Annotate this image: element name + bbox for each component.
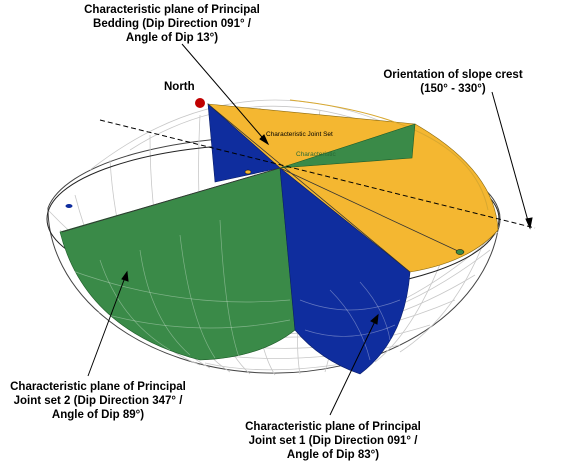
bedding-label-line-1: Characteristic plane of Principal: [84, 4, 260, 16]
slope-crest-label: Orientation of slope crest (150° - 330°): [360, 68, 546, 96]
joint1-label-line-3: Angle of Dip 83°): [286, 449, 380, 461]
slope-crest-line: [99, 119, 536, 229]
joint-set-1-upper: [207, 103, 281, 183]
pole-marker-centre: [244, 169, 252, 175]
bedding-plane-surface: [207, 103, 499, 273]
callout-arrows: [87, 43, 533, 416]
inner-bedding-label: Characteristic: [296, 151, 336, 158]
north-label: North: [164, 81, 195, 93]
pole-marker-east: [455, 249, 465, 255]
joint-set-2-label: Characteristic plane of Principal Joint …: [0, 380, 196, 422]
joint-set-2-upper: [279, 123, 416, 169]
lower-grid-overlay: [69, 219, 401, 361]
joint2-label-line-1: Characteristic plane of Principal: [10, 381, 186, 393]
bedding-label-line-3: Angle of Dip 13°): [125, 32, 219, 44]
slope-crest-label-line-1: Orientation of slope crest: [383, 69, 523, 81]
joint-set-2-surface: [59, 167, 296, 361]
bedding-plane-outline: [289, 99, 489, 211]
joint2-label-line-2: Joint set 2 (Dip Direction 347° /: [13, 395, 183, 407]
joint2-label-line-3: Angle of Dip 89°): [51, 409, 145, 421]
pole-marker-west: [65, 204, 73, 208]
joint-set-1-label: Characteristic plane of Principal Joint …: [226, 420, 440, 462]
slope-crest-label-line-2: (150° - 330°): [420, 83, 486, 95]
joint1-label-line-2: Joint set 1 (Dip Direction 091° /: [248, 435, 418, 447]
intersection-lines: [61, 103, 461, 273]
joint1-label-line-1: Characteristic plane of Principal: [245, 421, 421, 433]
north-marker: [195, 98, 205, 108]
bedding-plane-label: Characteristic plane of Principal Beddin…: [42, 3, 302, 45]
bedding-label-line-2: Bedding (Dip Direction 091° /: [93, 18, 251, 30]
inner-joint-set-label: Characteristic Joint Set: [266, 131, 333, 138]
